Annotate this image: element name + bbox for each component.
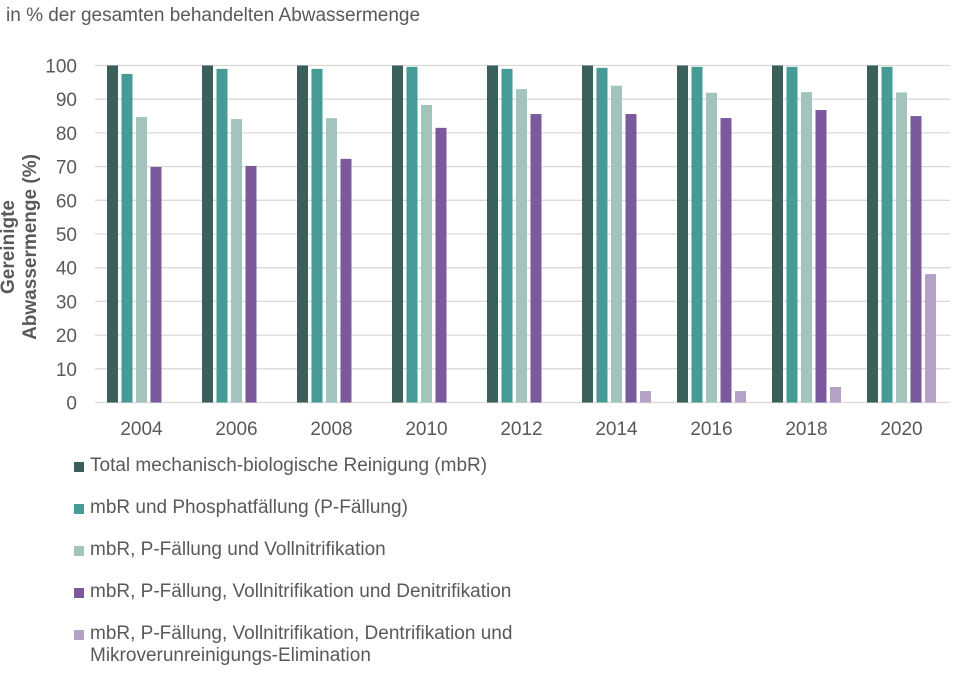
legend-swatch <box>74 504 84 514</box>
x-tick-label: 2014 <box>595 419 638 440</box>
y-tick-label: 40 <box>56 259 77 280</box>
legend-item: mbR, P-Fällung, Vollnitrifikation, Dentr… <box>74 623 580 667</box>
legend-label: mbR, P-Fällung, Vollnitrifikation, Dentr… <box>90 623 513 666</box>
legend-item: Total mechanisch-biologische Reinigung (… <box>74 455 580 477</box>
bar-2020-series-2 <box>881 66 893 403</box>
bar-2004-series-3 <box>136 117 147 403</box>
bar-2006-series-4 <box>245 165 257 403</box>
bar-2010-series-4 <box>435 127 447 403</box>
bar-2018-series-2 <box>786 66 798 403</box>
x-tick-label: 2018 <box>785 419 827 440</box>
legend-swatch <box>74 630 84 640</box>
y-tick-label: 90 <box>56 90 77 111</box>
bar-2016-series-1 <box>677 65 688 403</box>
legend-item: mbR, P-Fällung, Vollnitrifikation und De… <box>74 581 580 603</box>
bar-2004-series-2 <box>121 73 133 403</box>
y-tick-label: 0 <box>66 394 77 415</box>
x-tick-label: 2006 <box>215 419 257 440</box>
legend-label: mbR, P-Fällung und Vollnitrifikation <box>90 539 386 560</box>
bar-2016-series-4 <box>720 118 732 403</box>
bar-2006-series-1 <box>202 65 213 403</box>
bar-2020-series-1 <box>867 65 878 403</box>
y-tick-label: 80 <box>56 124 77 145</box>
x-tick-label: 2010 <box>405 419 447 440</box>
plot-area: 0 10 20 30 40 50 60 70 80 90 100 2004 2006 2008 2010 20… <box>45 57 950 440</box>
bar-2010-series-3 <box>421 104 432 403</box>
y-tick-label: 20 <box>56 326 77 347</box>
y-tick-label: 30 <box>56 292 77 313</box>
y-tick-label: 60 <box>56 191 77 212</box>
bar-2018-series-1 <box>772 65 783 403</box>
legend-label: mbR, P-Fällung, Vollnitrifikation und De… <box>90 581 512 602</box>
legend-item: mbR, P-Fällung und Vollnitrifikation <box>74 539 580 561</box>
x-tick-label: 2012 <box>500 419 542 440</box>
x-tick-label: 2020 <box>880 419 922 440</box>
bar-2018-series-4 <box>815 109 827 403</box>
bar-2008-series-2 <box>311 68 323 403</box>
bar-2020-series-4 <box>910 116 922 403</box>
bar-2014-series-4 <box>625 114 637 403</box>
bar-2008-series-1 <box>297 65 308 403</box>
bar-2012-series-4 <box>530 114 542 403</box>
bar-2016-series-2 <box>691 66 703 403</box>
bar-2018-series-5 <box>830 386 841 403</box>
bar-2004-series-4 <box>150 166 162 403</box>
bar-2012-series-2 <box>501 68 513 403</box>
bar-2014-series-1 <box>582 65 593 403</box>
bar-2004-series-1 <box>107 65 118 403</box>
bar-2008-series-3 <box>326 118 337 403</box>
legend-swatch <box>74 546 84 556</box>
bar-2016-series-5 <box>735 391 746 403</box>
chart-subtitle: in % der gesamten behandelten Abwasserme… <box>6 5 421 26</box>
legend-swatch <box>74 588 84 598</box>
bar-2012-series-3 <box>516 89 527 403</box>
x-tick-label: 2016 <box>690 419 732 440</box>
bar-2020-series-3 <box>896 92 907 403</box>
bar-2014-series-5 <box>640 391 651 403</box>
legend-swatch <box>74 462 84 472</box>
y-tick-label: 50 <box>56 225 77 246</box>
legend-label: Total mechanisch-biologische Reinigung (… <box>90 455 488 476</box>
legend: Total mechanisch-biologische Reinigung (… <box>74 455 580 679</box>
y-tick-label: 100 <box>45 57 77 78</box>
y-tick-label: 10 <box>56 360 77 381</box>
bar-2014-series-3 <box>611 85 622 403</box>
bar-2014-series-2 <box>596 67 608 403</box>
bar-2010-series-2 <box>406 66 418 403</box>
bar-2012-series-1 <box>487 65 498 403</box>
bar-2006-series-3 <box>231 119 242 403</box>
legend-item: mbR und Phosphatfällung (P-Fällung) <box>74 497 580 519</box>
bar-2018-series-3 <box>801 92 812 403</box>
bar-2008-series-4 <box>340 158 352 403</box>
bar-2006-series-2 <box>216 68 228 403</box>
bar-2010-series-1 <box>392 65 403 403</box>
legend-label: mbR und Phosphatfällung (P-Fällung) <box>90 497 408 518</box>
x-tick-label: 2004 <box>120 419 163 440</box>
bar-2020-series-5 <box>925 274 936 403</box>
x-tick-label: 2008 <box>310 419 352 440</box>
y-tick-label: 70 <box>56 158 77 179</box>
bar-2016-series-3 <box>706 92 717 403</box>
